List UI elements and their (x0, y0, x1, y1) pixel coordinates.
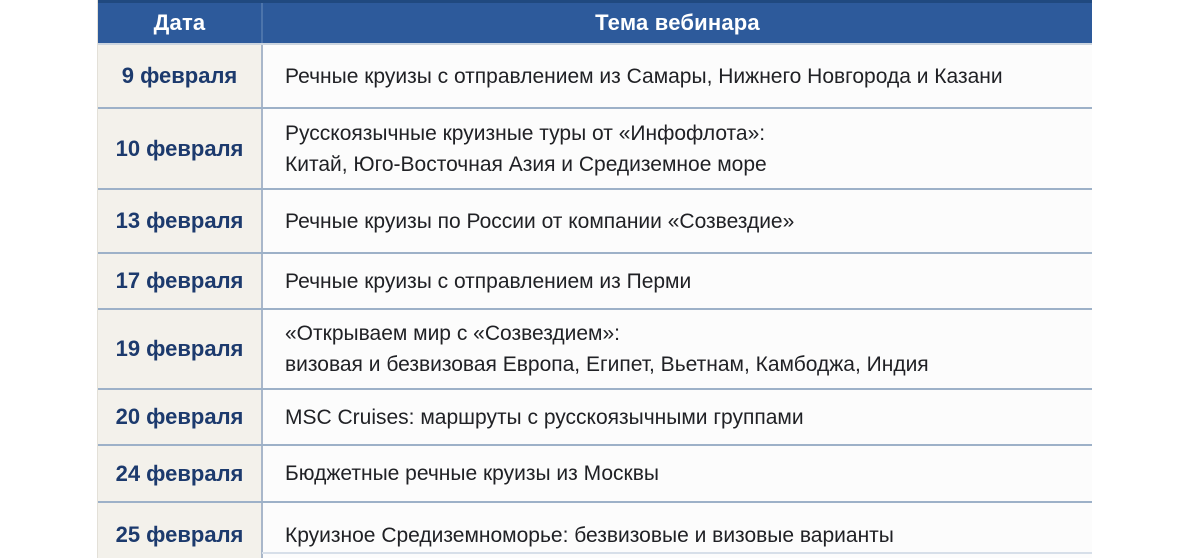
date-cell: 25 февраля (98, 503, 263, 558)
topic-line: Круизное Средиземноморье: безвизовые и в… (285, 523, 894, 547)
topic-line: Речные круизы с отправлением из Самары, … (285, 64, 1003, 88)
topic-line: Речные круизы с отправлением из Перми (285, 269, 692, 293)
table-row: 24 февраля Бюджетные речные круизы из Мо… (98, 444, 1092, 501)
topic-line: Бюджетные речные круизы из Москвы (285, 462, 659, 485)
date-cell: 13 февраля (98, 190, 263, 252)
topic-cell: «Открываем мир с «Созвездием»: визовая и … (263, 310, 1092, 388)
topic-cell: Речные круизы по России от компании «Соз… (263, 190, 1092, 252)
next-row-cut-border (262, 552, 1092, 554)
topic-line: «Открываем мир с «Созвездием»: (285, 322, 620, 345)
topic-cell: Речные круизы с отправлением из Перми (263, 254, 1092, 308)
topic-cell: Речные круизы с отправлением из Самары, … (263, 45, 1092, 107)
table-row: 25 февраля Круизное Средиземноморье: без… (98, 501, 1092, 558)
webinar-schedule-table: Дата Тема вебинара 9 февраля Речные круи… (97, 0, 1092, 558)
topic-cell: Русскоязычные круизные туры от «Инфофлот… (263, 109, 1092, 188)
date-cell: 20 февраля (98, 390, 263, 444)
topic-line: Речные круизы по России от компании «Соз… (285, 209, 795, 233)
date-cell: 9 февраля (98, 45, 263, 107)
table-row: 9 февраля Речные круизы с отправлением и… (98, 45, 1092, 107)
date-cell: 10 февраля (98, 109, 263, 188)
topic-line: Китай, Юго-Восточная Азия и Средиземное … (285, 152, 767, 176)
table-row: 10 февраля Русскоязычные круизные туры о… (98, 107, 1092, 188)
table-row: 20 февраля MSC Cruises: маршруты с русск… (98, 388, 1092, 444)
date-cell: 19 февраля (98, 310, 263, 388)
topic-line: визовая и безвизовая Европа, Египет, Вье… (285, 353, 929, 376)
header-cell-date: Дата (98, 3, 263, 43)
table-body: 9 февраля Речные круизы с отправлением и… (98, 45, 1092, 558)
header-cell-topic: Тема вебинара (595, 10, 760, 35)
table-row: 13 февраля Речные круизы по России от ко… (98, 188, 1092, 252)
topic-cell: MSC Cruises: маршруты с русскоязычными г… (263, 390, 1092, 444)
table-row: 17 февраля Речные круизы с отправлением … (98, 252, 1092, 308)
date-cell: 17 февраля (98, 254, 263, 308)
topic-cell: Бюджетные речные круизы из Москвы (263, 446, 1092, 501)
topic-line: MSC Cruises: маршруты с русскоязычными г… (285, 405, 804, 429)
table-row: 19 февраля «Открываем мир с «Созвездием»… (98, 308, 1092, 388)
topic-line: Русскоязычные круизные туры от «Инфофлот… (285, 121, 766, 145)
table-header-row: Дата Тема вебинара (98, 0, 1092, 45)
topic-cell: Круизное Средиземноморье: безвизовые и в… (263, 503, 1092, 558)
date-cell: 24 февраля (98, 446, 263, 501)
